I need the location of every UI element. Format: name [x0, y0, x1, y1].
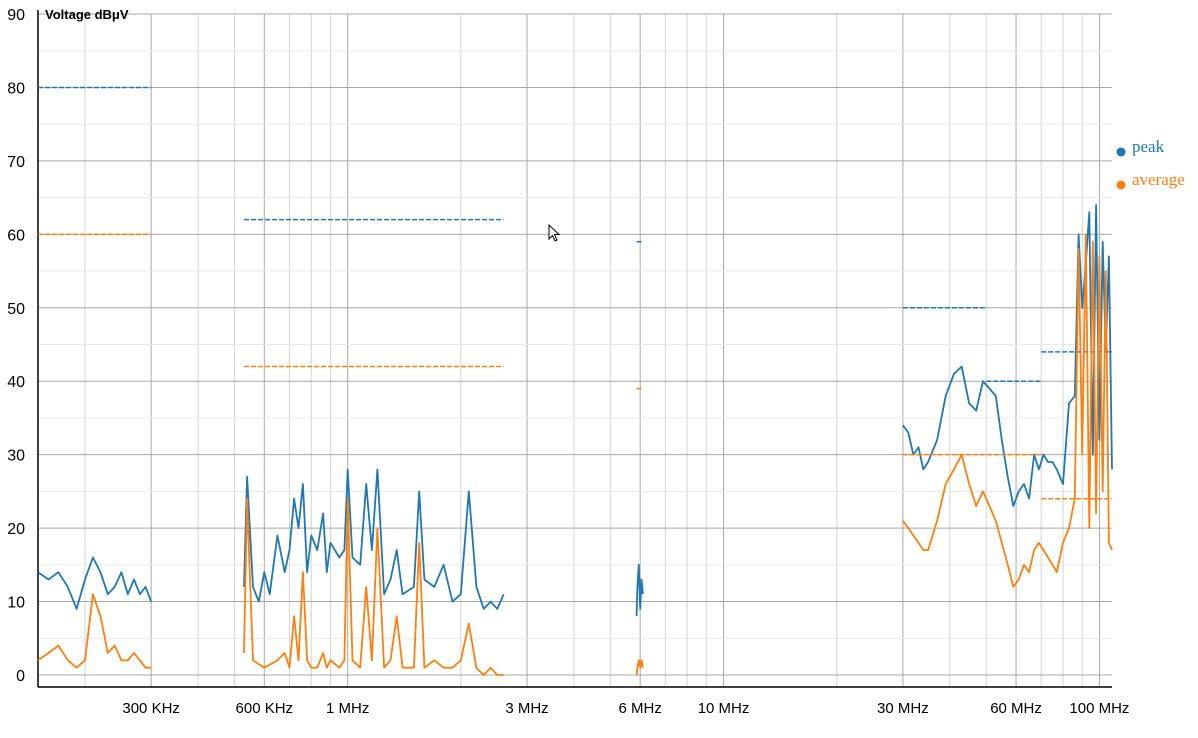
y-tick-label: 80	[7, 80, 25, 97]
y-tick-label: 40	[7, 374, 25, 391]
x-tick-label: 10 MHz	[698, 700, 750, 717]
plot-area	[37, 86, 1113, 676]
x-tick-label: 6 MHz	[619, 700, 662, 717]
average-line	[635, 659, 644, 676]
y-axis-label: Voltage dBμV	[45, 7, 129, 22]
average-line	[902, 233, 1113, 588]
x-tick-label: 3 MHz	[505, 700, 548, 717]
average-legend-label: average	[1132, 170, 1185, 189]
average-line	[37, 593, 152, 669]
y-tick-label: 50	[7, 301, 25, 318]
axes: 0 10 20 30 40 50 60 70 80 90 300 KHz 600 KHz 1 MHz 3 …	[7, 7, 1129, 717]
peak-legend-marker	[1116, 147, 1126, 157]
x-tick-label: 60 MHz	[990, 700, 1042, 717]
y-tick-label: 20	[7, 521, 25, 538]
y-tick-label: 90	[7, 7, 25, 24]
series-average	[37, 233, 1113, 676]
legend: peak average	[1116, 137, 1185, 190]
peak-line	[635, 563, 644, 617]
y-tick-label: 30	[7, 448, 25, 465]
x-tick-label: 100 MHz	[1069, 700, 1129, 717]
peak-legend-label: peak	[1132, 137, 1165, 156]
peak-line	[243, 468, 505, 610]
y-tick-label: 60	[7, 227, 25, 244]
x-tick-label: 600 KHz	[236, 700, 294, 717]
x-tick-label: 300 KHz	[122, 700, 180, 717]
peak-line	[37, 556, 152, 610]
average-legend-marker	[1116, 180, 1126, 190]
x-tick-label: 1 MHz	[326, 700, 369, 717]
peak-line	[902, 204, 1113, 507]
grid	[38, 13, 1112, 687]
series-peak	[37, 86, 1113, 617]
y-tick-label: 10	[7, 595, 25, 612]
y-tick-label: 0	[16, 668, 25, 685]
mouse-pointer-icon	[548, 224, 561, 242]
x-tick-label: 30 MHz	[877, 700, 929, 717]
average-line	[243, 497, 504, 676]
y-tick-label: 70	[7, 154, 25, 171]
